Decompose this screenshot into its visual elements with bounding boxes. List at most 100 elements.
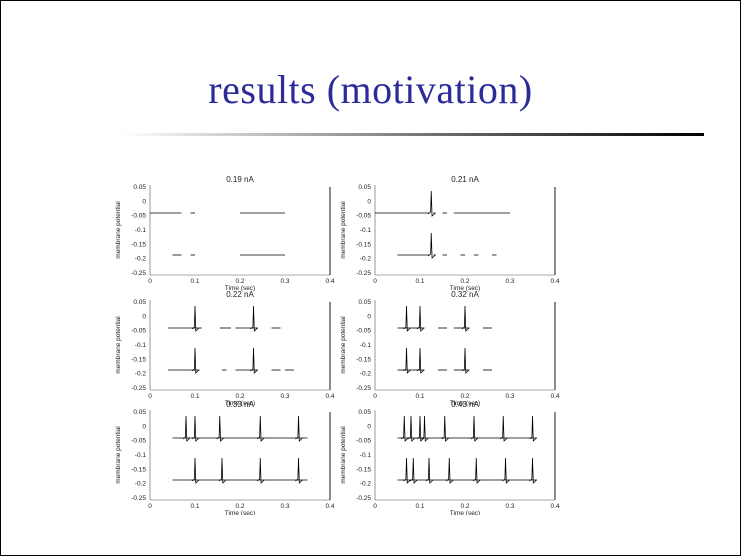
- y-tick-label: -0.25: [131, 385, 146, 392]
- y-tick-label: -0.1: [360, 227, 372, 234]
- spike-mark: [191, 415, 200, 442]
- spike-mark: [256, 457, 265, 484]
- x-tick-label: 0: [373, 503, 377, 510]
- y-tick-label: -0.05: [356, 438, 371, 445]
- x-tick-label: 0.3: [505, 503, 514, 510]
- trace-2: [397, 232, 497, 259]
- y-tick-label: 0.05: [358, 409, 371, 416]
- plot-panel-2: 0.21 nA0.050-0.05-0.1-0.15-0.2-0.250 0.1 0…: [340, 175, 560, 292]
- spike-mark: [421, 415, 429, 442]
- trace-1: [172, 415, 308, 442]
- x-tick-label: 0.4: [325, 503, 334, 510]
- spike-mark: [472, 457, 481, 484]
- y-axis-label: membrane potential: [340, 426, 347, 484]
- x-tick-label: 0.1: [190, 278, 199, 285]
- panel-title: 0.22 nA: [226, 290, 254, 299]
- trace-1: [375, 190, 510, 217]
- spike-mark: [403, 347, 411, 374]
- y-tick-label: -0.1: [135, 452, 147, 459]
- y-tick-label: -0.2: [135, 371, 147, 378]
- y-tick-label: -0.15: [356, 356, 371, 363]
- spike-mark: [191, 305, 200, 332]
- x-tick-label: 0.4: [325, 278, 334, 285]
- title-rule: [120, 133, 704, 136]
- x-tick-label: 0.1: [190, 503, 199, 510]
- spike-mark: [499, 415, 508, 442]
- spike-mark: [191, 347, 200, 374]
- x-tick-label: 0: [148, 393, 152, 400]
- spike-mark: [295, 415, 303, 442]
- y-tick-label: -0.1: [360, 342, 372, 349]
- trace-2: [397, 457, 537, 484]
- x-tick-label: 0.3: [505, 393, 514, 400]
- y-tick-label: -0.05: [131, 213, 146, 220]
- spike-mark: [502, 457, 510, 484]
- y-tick-label: 0.05: [358, 299, 371, 306]
- y-tick-label: -0.15: [356, 241, 371, 248]
- x-tick-label: 0.2: [235, 503, 244, 510]
- y-tick-label: -0.2: [360, 371, 372, 378]
- y-tick-label: -0.05: [131, 328, 146, 335]
- y-tick-label: -0.2: [360, 256, 372, 263]
- plot-panel-4: 0.32 nA0.050-0.05-0.1-0.15-0.2-0.250 0.1 0…: [340, 290, 560, 407]
- panel-title: 0.21 nA: [451, 175, 479, 184]
- y-axis-label: membrane potential: [115, 316, 122, 374]
- spike-mark: [425, 457, 434, 484]
- trace-1: [397, 415, 537, 442]
- y-tick-label: 0.05: [358, 184, 371, 191]
- spike-mark: [529, 415, 537, 442]
- y-axis-label: membrane potential: [115, 426, 122, 484]
- spike-mark: [445, 457, 454, 484]
- x-tick-label: 0.3: [505, 278, 514, 285]
- x-tick-label: 0: [373, 393, 377, 400]
- x-tick-label: 0.3: [280, 278, 289, 285]
- plot-panel-1: 0.19 nA0.050-0.05-0.1-0.15-0.2-0.250 0.1 0…: [115, 175, 335, 292]
- y-tick-label: -0.25: [131, 270, 146, 277]
- y-tick-label: -0.05: [356, 213, 371, 220]
- y-tick-label: -0.1: [135, 342, 147, 349]
- spike-mark: [250, 305, 258, 332]
- y-tick-label: 0: [142, 423, 146, 430]
- spike-mark: [250, 347, 258, 374]
- x-tick-label: 0.4: [550, 503, 559, 510]
- spike-mark: [461, 347, 470, 374]
- slide-title: results (motivation): [208, 67, 533, 112]
- x-axis-label: Time (sec): [225, 400, 255, 407]
- y-tick-label: 0.05: [133, 299, 146, 306]
- spike-mark: [182, 415, 191, 442]
- x-tick-label: 0.3: [280, 393, 289, 400]
- x-tick-label: 0: [373, 278, 377, 285]
- spike-mark: [409, 457, 418, 484]
- y-tick-label: -0.15: [131, 466, 146, 473]
- y-tick-label: 0: [367, 198, 371, 205]
- x-tick-label: 0.1: [415, 278, 424, 285]
- y-tick-label: 0: [367, 423, 371, 430]
- spike-mark: [470, 415, 479, 442]
- trace-2: [168, 347, 294, 374]
- y-tick-label: -0.25: [131, 495, 146, 502]
- y-tick-label: 0.05: [133, 409, 146, 416]
- x-tick-label: 0.4: [550, 393, 559, 400]
- spike-mark: [191, 457, 200, 484]
- spike-mark: [295, 457, 303, 484]
- spike-mark: [256, 415, 265, 442]
- spike-mark: [403, 305, 411, 332]
- y-axis-label: membrane potential: [340, 316, 347, 374]
- spike-mark: [400, 415, 409, 442]
- spike-mark: [416, 347, 425, 374]
- spike-mark: [441, 415, 450, 442]
- spike-mark: [416, 415, 425, 442]
- spike-mark: [461, 305, 470, 332]
- x-tick-label: 0.2: [460, 503, 469, 510]
- trace-1: [397, 305, 492, 332]
- x-tick-label: 0.3: [280, 503, 289, 510]
- y-tick-label: -0.1: [135, 227, 147, 234]
- y-tick-label: -0.25: [356, 270, 371, 277]
- plot-panel-3: 0.22 nA0.050-0.05-0.1-0.15-0.2-0.250 0.1 0…: [115, 290, 335, 407]
- spike-mark: [427, 190, 436, 217]
- panel-title: 0.32 nA: [451, 290, 479, 299]
- y-tick-label: 0: [367, 313, 371, 320]
- x-tick-label: 0.4: [550, 278, 559, 285]
- y-tick-label: -0.15: [356, 466, 371, 473]
- y-tick-label: 0.05: [133, 184, 146, 191]
